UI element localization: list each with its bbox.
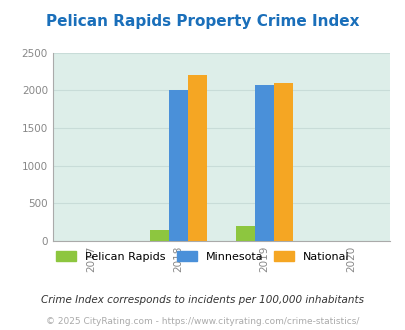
Bar bbox=[235, 226, 254, 241]
Bar bbox=[254, 85, 273, 241]
Legend: Pelican Rapids, Minnesota, National: Pelican Rapids, Minnesota, National bbox=[51, 247, 354, 267]
Bar bbox=[168, 90, 187, 241]
Text: © 2025 CityRating.com - https://www.cityrating.com/crime-statistics/: © 2025 CityRating.com - https://www.city… bbox=[46, 317, 359, 326]
Bar bbox=[149, 230, 168, 241]
Bar bbox=[273, 83, 292, 241]
Text: Pelican Rapids Property Crime Index: Pelican Rapids Property Crime Index bbox=[46, 14, 359, 29]
Bar bbox=[187, 75, 206, 241]
Text: Crime Index corresponds to incidents per 100,000 inhabitants: Crime Index corresponds to incidents per… bbox=[41, 295, 364, 305]
